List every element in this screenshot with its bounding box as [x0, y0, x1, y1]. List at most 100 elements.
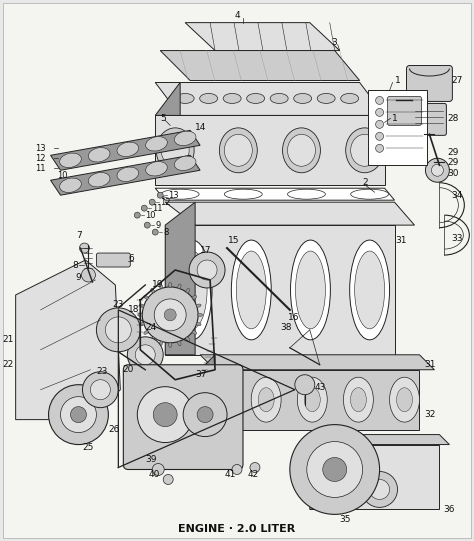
- Circle shape: [323, 458, 346, 481]
- Circle shape: [375, 108, 383, 116]
- Text: 23: 23: [112, 300, 124, 309]
- Polygon shape: [155, 82, 180, 115]
- Text: 20: 20: [122, 365, 134, 374]
- Ellipse shape: [176, 94, 194, 103]
- Circle shape: [96, 308, 140, 352]
- FancyBboxPatch shape: [412, 103, 447, 135]
- Circle shape: [154, 299, 186, 331]
- Polygon shape: [200, 355, 434, 370]
- Ellipse shape: [159, 284, 163, 289]
- Text: ENGINE · 2.0 LITER: ENGINE · 2.0 LITER: [178, 524, 296, 535]
- Ellipse shape: [341, 94, 359, 103]
- Text: 40: 40: [148, 470, 160, 479]
- Ellipse shape: [156, 128, 194, 173]
- Circle shape: [134, 212, 140, 218]
- Ellipse shape: [161, 189, 199, 199]
- Ellipse shape: [174, 156, 196, 170]
- Ellipse shape: [196, 322, 201, 326]
- Circle shape: [163, 474, 173, 484]
- Ellipse shape: [288, 134, 315, 166]
- Polygon shape: [155, 188, 394, 200]
- Ellipse shape: [172, 240, 212, 340]
- Text: 16: 16: [288, 313, 300, 322]
- FancyBboxPatch shape: [123, 365, 243, 470]
- Circle shape: [135, 345, 155, 365]
- Text: 1: 1: [394, 76, 400, 85]
- Ellipse shape: [351, 134, 379, 166]
- Text: 25: 25: [82, 443, 94, 452]
- Circle shape: [142, 287, 198, 343]
- Text: 13: 13: [36, 144, 46, 153]
- Text: 35: 35: [340, 515, 351, 524]
- Circle shape: [197, 407, 213, 423]
- Circle shape: [141, 205, 147, 211]
- Ellipse shape: [151, 288, 155, 293]
- Polygon shape: [165, 225, 394, 355]
- Circle shape: [183, 393, 227, 437]
- Ellipse shape: [297, 377, 327, 422]
- Ellipse shape: [139, 322, 144, 326]
- Ellipse shape: [159, 341, 163, 346]
- Ellipse shape: [151, 337, 155, 341]
- Text: 41: 41: [225, 470, 237, 479]
- Text: 19: 19: [152, 280, 164, 289]
- Text: 31: 31: [395, 235, 407, 245]
- Ellipse shape: [161, 134, 189, 166]
- Polygon shape: [165, 202, 195, 355]
- Circle shape: [426, 159, 449, 182]
- Text: 39: 39: [145, 455, 157, 464]
- Text: 9: 9: [75, 274, 81, 282]
- Ellipse shape: [205, 377, 235, 422]
- Ellipse shape: [351, 189, 389, 199]
- Ellipse shape: [237, 251, 266, 329]
- Text: 23: 23: [96, 367, 108, 376]
- Ellipse shape: [117, 167, 139, 181]
- Text: 13: 13: [168, 190, 179, 200]
- Ellipse shape: [355, 251, 384, 329]
- Circle shape: [295, 375, 315, 395]
- Text: 8: 8: [163, 228, 169, 236]
- Text: 3: 3: [332, 38, 337, 47]
- Ellipse shape: [270, 94, 288, 103]
- Text: 7: 7: [76, 230, 82, 240]
- Ellipse shape: [192, 331, 197, 334]
- Ellipse shape: [350, 240, 390, 340]
- Circle shape: [105, 317, 131, 343]
- FancyBboxPatch shape: [96, 253, 130, 267]
- Ellipse shape: [192, 295, 197, 299]
- Circle shape: [128, 337, 163, 373]
- Circle shape: [250, 463, 260, 472]
- Ellipse shape: [198, 313, 202, 316]
- Text: 29: 29: [447, 158, 459, 167]
- Circle shape: [232, 465, 242, 474]
- Circle shape: [71, 407, 86, 423]
- Ellipse shape: [144, 331, 148, 334]
- Ellipse shape: [88, 148, 110, 162]
- Text: 31: 31: [424, 360, 436, 370]
- Ellipse shape: [317, 94, 335, 103]
- Text: 14: 14: [195, 123, 207, 132]
- Circle shape: [61, 397, 96, 433]
- Polygon shape: [155, 82, 384, 115]
- Ellipse shape: [288, 189, 326, 199]
- Ellipse shape: [304, 388, 320, 412]
- Polygon shape: [310, 434, 449, 445]
- Polygon shape: [200, 370, 419, 430]
- Ellipse shape: [146, 137, 167, 151]
- Text: 15: 15: [228, 235, 239, 245]
- Ellipse shape: [60, 178, 82, 193]
- Text: 11: 11: [36, 164, 46, 173]
- Ellipse shape: [223, 94, 241, 103]
- Ellipse shape: [246, 94, 264, 103]
- Text: 29: 29: [447, 148, 459, 157]
- Ellipse shape: [60, 153, 82, 168]
- Text: 10: 10: [145, 210, 156, 220]
- Text: 6: 6: [128, 254, 134, 262]
- Ellipse shape: [177, 251, 207, 329]
- Text: 43: 43: [315, 383, 326, 392]
- Text: 1: 1: [392, 114, 397, 123]
- Text: 17: 17: [200, 246, 211, 255]
- Ellipse shape: [200, 94, 218, 103]
- Polygon shape: [51, 155, 200, 195]
- Text: 32: 32: [424, 410, 436, 419]
